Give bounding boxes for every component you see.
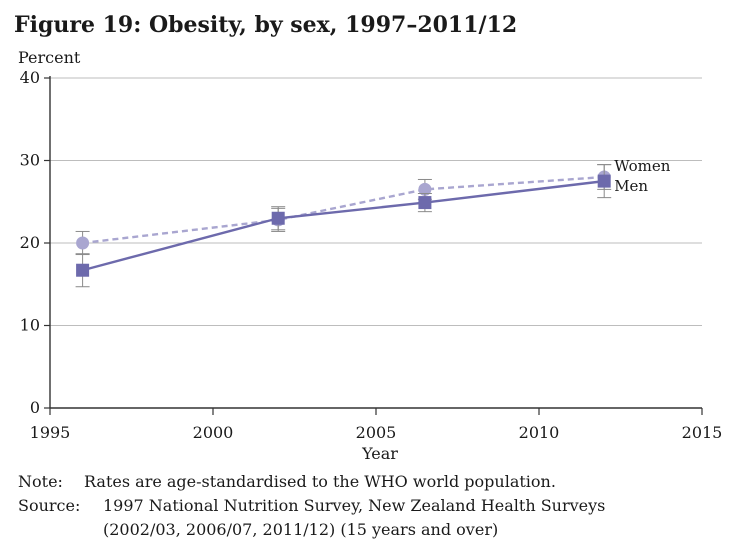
- series-label: Women: [614, 157, 671, 175]
- gridlines: [50, 77, 702, 326]
- y-axis-label: Percent: [18, 48, 81, 67]
- y-tick-label: 10: [20, 316, 40, 335]
- series-men: Men: [75, 164, 648, 288]
- x-tick-label: 2000: [193, 423, 234, 442]
- chart-svg: 0 10 20 30 40 1995 2000 2005 2010 2015 Percent Y…: [18, 48, 723, 463]
- notes: Note: Rates are age-standardised to the …: [18, 470, 663, 542]
- y-tick-label: 0: [30, 398, 40, 417]
- note-text: Rates are age-standardised to the WHO wo…: [84, 472, 556, 491]
- x-tick-label: 2005: [356, 423, 397, 442]
- x-tick-label: 2010: [519, 423, 560, 442]
- source-row: Source: 1997 National Nutrition Survey, …: [18, 494, 663, 542]
- y-tick-labels: 0 10 20 30 40: [20, 68, 40, 417]
- y-tick-label: 20: [20, 233, 40, 252]
- x-axis-label: Year: [361, 444, 398, 463]
- data-point: [76, 236, 90, 250]
- source-text: 1997 National Nutrition Survey, New Zeal…: [103, 496, 606, 539]
- x-tick-labels: 1995 2000 2005 2010 2015: [30, 423, 723, 442]
- chart-title: Figure 19: Obesity, by sex, 1997–2011/12: [14, 12, 518, 38]
- data-point: [418, 182, 432, 196]
- y-tick-label: 40: [20, 68, 40, 87]
- axes: [44, 76, 703, 415]
- series-label: Men: [614, 177, 648, 195]
- data-point: [271, 211, 285, 225]
- x-tick-label: 2015: [682, 423, 723, 442]
- x-tick-label: 1995: [30, 423, 71, 442]
- y-tick-label: 30: [20, 151, 40, 170]
- data-point: [418, 196, 432, 210]
- series-line: [82, 175, 605, 245]
- series-women: Women: [75, 157, 671, 256]
- note-row: Note: Rates are age-standardised to the …: [18, 470, 663, 494]
- series-line: [82, 179, 605, 272]
- data-point: [76, 263, 90, 277]
- note-key: Note:: [18, 472, 63, 491]
- data-point: [597, 174, 611, 188]
- series-layer: Women Men: [75, 157, 671, 288]
- source-key: Source:: [18, 496, 81, 515]
